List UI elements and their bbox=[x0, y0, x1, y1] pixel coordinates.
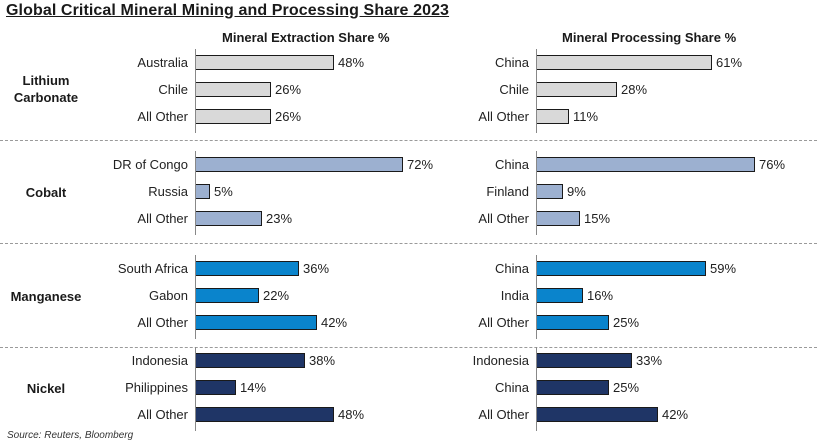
bar-cobalt bbox=[537, 157, 755, 172]
bar-lithium-carbonate bbox=[537, 109, 569, 124]
panel-title-processing: Mineral Processing Share % bbox=[562, 30, 737, 45]
category-label: China bbox=[495, 55, 529, 70]
data-label: 11% bbox=[573, 109, 599, 124]
category-axis-line bbox=[195, 49, 196, 133]
data-label: 38% bbox=[309, 353, 336, 368]
group-label-lithium-carbonate: Lithium Carbonate bbox=[13, 73, 79, 105]
category-label: All Other bbox=[478, 109, 529, 124]
bar-cobalt bbox=[196, 184, 210, 199]
category-label: All Other bbox=[137, 211, 188, 226]
data-label: 48% bbox=[338, 55, 365, 70]
category-label: China bbox=[495, 157, 529, 172]
category-axis-line bbox=[536, 347, 537, 431]
bar-manganese bbox=[537, 288, 583, 303]
category-label: Russia bbox=[148, 184, 188, 199]
category-label: China bbox=[495, 261, 529, 276]
bar-nickel bbox=[196, 407, 334, 422]
data-label: 48% bbox=[338, 407, 365, 422]
category-axis-line bbox=[536, 49, 537, 133]
group-label-nickel: Nickel bbox=[26, 381, 66, 396]
category-label: Australia bbox=[137, 55, 188, 70]
data-label: 76% bbox=[759, 157, 786, 172]
bar-manganese bbox=[196, 315, 317, 330]
data-label: 72% bbox=[407, 157, 434, 172]
category-label: All Other bbox=[478, 211, 529, 226]
bar-lithium-carbonate bbox=[537, 82, 617, 97]
chart-title: Global Critical Mineral Mining and Proce… bbox=[6, 2, 450, 19]
data-label: 23% bbox=[266, 211, 293, 226]
category-label: Gabon bbox=[148, 288, 188, 303]
category-label: DR of Congo bbox=[112, 157, 188, 172]
data-label: 26% bbox=[275, 82, 302, 97]
bar-lithium-carbonate bbox=[196, 82, 271, 97]
category-label: China bbox=[495, 380, 529, 395]
group-separator bbox=[0, 140, 817, 141]
category-label: Indonesia bbox=[472, 353, 529, 368]
category-label: All Other bbox=[137, 315, 188, 330]
bar-manganese bbox=[537, 261, 706, 276]
data-label: 28% bbox=[621, 82, 648, 97]
category-label: All Other bbox=[478, 407, 529, 422]
category-axis-line bbox=[536, 151, 537, 235]
bar-cobalt bbox=[196, 211, 262, 226]
category-axis-line bbox=[195, 151, 196, 235]
data-label: 15% bbox=[584, 211, 611, 226]
bar-lithium-carbonate bbox=[196, 109, 271, 124]
data-label: 22% bbox=[263, 288, 290, 303]
bar-nickel bbox=[537, 353, 632, 368]
group-label-cobalt: Cobalt bbox=[25, 185, 67, 200]
group-label-manganese: Manganese bbox=[10, 289, 82, 304]
category-label: All Other bbox=[478, 315, 529, 330]
data-label: 42% bbox=[662, 407, 689, 422]
bar-cobalt bbox=[537, 184, 563, 199]
data-label: 26% bbox=[275, 109, 302, 124]
group-separator bbox=[0, 347, 817, 348]
category-label: Philippines bbox=[125, 380, 188, 395]
category-label: Indonesia bbox=[131, 353, 188, 368]
category-axis-line bbox=[195, 347, 196, 431]
data-label: 25% bbox=[613, 315, 640, 330]
category-label: Finland bbox=[486, 184, 529, 199]
category-label: India bbox=[500, 288, 529, 303]
bar-nickel bbox=[537, 407, 658, 422]
data-label: 25% bbox=[613, 380, 640, 395]
bar-nickel bbox=[196, 353, 305, 368]
category-label: All Other bbox=[137, 109, 188, 124]
category-axis-line bbox=[536, 255, 537, 339]
category-label: Chile bbox=[499, 82, 529, 97]
data-label: 16% bbox=[587, 288, 614, 303]
data-label: 42% bbox=[321, 315, 348, 330]
bar-manganese bbox=[537, 315, 609, 330]
bar-cobalt bbox=[196, 157, 403, 172]
bar-manganese bbox=[196, 261, 299, 276]
bar-manganese bbox=[196, 288, 259, 303]
category-label: Chile bbox=[158, 82, 188, 97]
panel-title-extraction: Mineral Extraction Share % bbox=[222, 30, 390, 45]
group-separator bbox=[0, 243, 817, 244]
bar-lithium-carbonate bbox=[537, 55, 712, 70]
data-label: 5% bbox=[214, 184, 233, 199]
data-label: 59% bbox=[710, 261, 737, 276]
category-label: All Other bbox=[137, 407, 188, 422]
category-axis-line bbox=[195, 255, 196, 339]
data-label: 14% bbox=[240, 380, 267, 395]
data-label: 36% bbox=[303, 261, 330, 276]
source-note: Source: Reuters, Bloomberg bbox=[7, 430, 134, 441]
data-label: 33% bbox=[636, 353, 663, 368]
bar-nickel bbox=[196, 380, 236, 395]
bar-lithium-carbonate bbox=[196, 55, 334, 70]
bar-nickel bbox=[537, 380, 609, 395]
data-label: 9% bbox=[567, 184, 586, 199]
category-label: South Africa bbox=[117, 261, 188, 276]
bar-cobalt bbox=[537, 211, 580, 226]
data-label: 61% bbox=[716, 55, 743, 70]
